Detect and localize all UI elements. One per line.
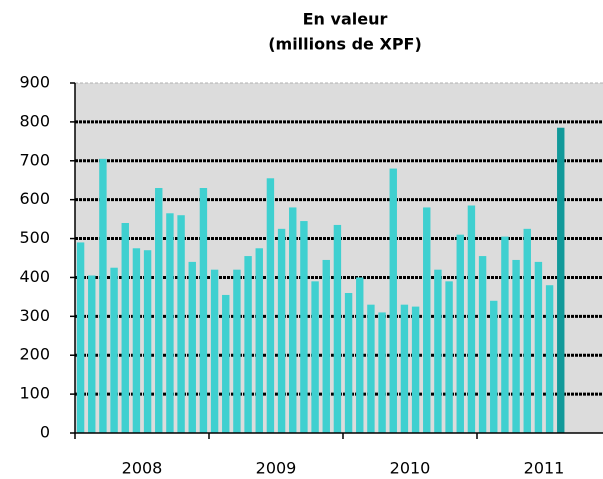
bar bbox=[76, 242, 85, 433]
y-tick-label: 800 bbox=[19, 111, 50, 130]
bar bbox=[143, 250, 152, 433]
year-label: 2008 bbox=[122, 459, 163, 478]
y-tick-label: 700 bbox=[19, 150, 50, 169]
bar bbox=[378, 312, 386, 433]
bar bbox=[456, 234, 464, 433]
bar bbox=[490, 300, 498, 433]
year-label: 2011 bbox=[524, 459, 565, 478]
bar bbox=[166, 213, 174, 433]
y-tick-label: 400 bbox=[19, 267, 50, 286]
bar bbox=[300, 221, 308, 433]
bar bbox=[99, 158, 107, 434]
bar bbox=[400, 304, 409, 433]
y-tick-label: 500 bbox=[19, 228, 50, 247]
bar bbox=[199, 188, 208, 433]
bar bbox=[88, 275, 96, 433]
bar bbox=[333, 224, 342, 433]
y-tick-label: 600 bbox=[19, 189, 50, 208]
bar bbox=[177, 215, 185, 433]
chart-subtitle: (millions de XPF) bbox=[268, 35, 422, 54]
bar bbox=[233, 269, 241, 433]
bar bbox=[423, 207, 431, 433]
y-tick-label: 100 bbox=[19, 384, 50, 403]
bar bbox=[545, 285, 554, 433]
chart-title: En valeur bbox=[303, 10, 388, 29]
bar bbox=[478, 256, 487, 433]
bar bbox=[389, 168, 397, 434]
bar bbox=[344, 293, 353, 433]
bar bbox=[523, 228, 531, 433]
bar bbox=[132, 248, 141, 433]
bar bbox=[222, 294, 230, 433]
y-tick-label: 300 bbox=[19, 306, 50, 325]
bar bbox=[467, 205, 476, 433]
bar bbox=[121, 223, 129, 433]
bar bbox=[501, 236, 509, 433]
bar bbox=[445, 281, 453, 433]
year-label: 2009 bbox=[256, 459, 297, 478]
bar bbox=[434, 269, 442, 433]
bar bbox=[210, 269, 219, 433]
y-tick-label: 0 bbox=[40, 423, 50, 442]
y-tick-label: 200 bbox=[19, 345, 50, 364]
bar bbox=[311, 281, 319, 433]
bar bbox=[188, 261, 196, 433]
bar bbox=[244, 256, 252, 433]
bar bbox=[322, 259, 330, 433]
bar bbox=[266, 178, 275, 433]
bar bbox=[367, 304, 375, 433]
bar bbox=[356, 277, 364, 433]
bar bbox=[255, 248, 263, 433]
y-tick-label: 900 bbox=[19, 73, 50, 92]
bar bbox=[289, 207, 297, 433]
bar bbox=[557, 127, 565, 433]
bar bbox=[110, 267, 118, 433]
year-label: 2010 bbox=[390, 459, 431, 478]
bar bbox=[512, 259, 520, 433]
bar bbox=[534, 261, 543, 433]
bar bbox=[155, 188, 163, 433]
bar bbox=[411, 306, 420, 433]
bar bbox=[277, 228, 286, 433]
